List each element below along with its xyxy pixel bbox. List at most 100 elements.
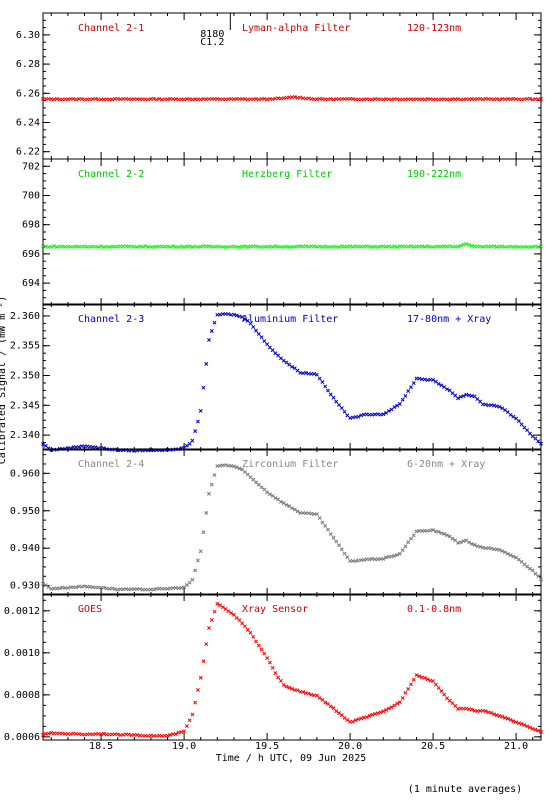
data-point	[406, 686, 411, 691]
data-point	[337, 245, 341, 249]
data-point	[409, 244, 413, 249]
data-point	[511, 719, 516, 724]
y-tick-label: 696	[22, 249, 40, 260]
data-point	[262, 487, 267, 492]
data-point	[370, 556, 375, 561]
flare-marker-class: C1.2	[200, 37, 224, 48]
panel-goes: 0.0012 0.0010 0.0008 0.0006 GOES Xray Sensor 0…	[4, 593, 543, 743]
band-label: 17-80nm + Xray	[407, 314, 491, 325]
data-point	[497, 714, 502, 718]
data-point	[536, 728, 541, 733]
series-channel-2-2	[41, 242, 543, 249]
channel-label: Channel 2-3	[78, 314, 144, 325]
data-point	[281, 358, 286, 363]
data-point	[65, 585, 70, 590]
data-point	[400, 397, 405, 402]
data-point	[54, 96, 59, 101]
data-point	[248, 630, 253, 635]
series-channel-2-3	[41, 311, 543, 453]
data-point	[381, 709, 386, 714]
data-point	[345, 555, 350, 560]
data-point	[508, 412, 513, 417]
data-point	[265, 656, 270, 661]
data-point	[527, 431, 532, 436]
data-point	[265, 342, 270, 347]
data-point	[187, 580, 192, 585]
data-point	[533, 436, 538, 441]
data-point	[187, 441, 192, 446]
data-point	[262, 96, 267, 101]
data-point	[439, 531, 444, 536]
data-point	[312, 244, 317, 249]
data-point	[439, 383, 444, 388]
data-point	[231, 612, 236, 617]
data-point	[190, 438, 195, 443]
data-point	[386, 408, 391, 413]
data-point	[251, 634, 256, 639]
data-point	[251, 325, 256, 329]
data-point	[126, 448, 131, 453]
channel-label: Channel 2-1	[78, 23, 144, 34]
y-tick-label: 2.345	[10, 400, 40, 411]
data-point	[348, 244, 353, 249]
data-point	[184, 443, 189, 448]
data-point	[500, 96, 505, 101]
data-point	[511, 554, 516, 559]
data-point	[79, 584, 84, 589]
data-point	[270, 97, 275, 102]
x-tick-label: 21.0	[504, 741, 528, 752]
data-point	[198, 675, 203, 680]
y-tick-label: 700	[22, 191, 40, 202]
data-point	[514, 720, 519, 725]
data-point	[536, 574, 541, 579]
x-tick-label: 20.5	[421, 741, 445, 752]
panel-channel-2-2: 702 700 698 696 694 Channel 2-2 Herzberg Filte…	[22, 158, 543, 306]
data-point	[71, 96, 76, 101]
data-point	[492, 97, 496, 102]
y-axis-label: Calibrated Signal / (mW m⁻²)	[0, 296, 8, 465]
data-point	[411, 677, 416, 682]
data-point	[41, 442, 45, 447]
data-point	[215, 601, 220, 606]
data-point	[309, 96, 314, 101]
data-point	[57, 586, 62, 591]
data-point	[176, 586, 181, 591]
data-point	[234, 313, 239, 318]
data-point	[384, 410, 389, 415]
data-point	[530, 568, 535, 573]
data-point	[494, 97, 499, 101]
data-point	[508, 553, 513, 558]
data-point	[148, 733, 153, 738]
data-point	[456, 244, 460, 249]
data-point	[68, 732, 73, 737]
y-tick-label: 6.28	[16, 59, 40, 70]
data-point	[356, 717, 361, 722]
data-point	[406, 540, 411, 545]
data-point	[278, 499, 283, 504]
data-point	[212, 320, 217, 325]
data-point	[331, 395, 336, 400]
data-point	[323, 384, 328, 389]
data-point	[201, 659, 206, 664]
data-point	[320, 520, 325, 525]
data-point	[400, 696, 405, 700]
data-point	[444, 533, 449, 538]
data-point	[525, 724, 530, 729]
data-point	[428, 678, 433, 683]
data-point	[237, 314, 242, 319]
data-point	[171, 244, 175, 249]
data-point	[179, 585, 184, 590]
x-axis-label: Time / h UTC, 09 Jun 2025	[216, 753, 367, 764]
data-point	[151, 587, 156, 592]
data-point	[151, 96, 156, 101]
data-point	[422, 97, 427, 102]
data-point	[436, 685, 441, 690]
data-point	[190, 712, 195, 717]
data-point	[245, 627, 250, 632]
y-tick-label: 0.0010	[4, 648, 40, 659]
data-point	[433, 682, 438, 687]
data-point	[503, 550, 507, 555]
data-point	[514, 555, 519, 560]
data-point	[444, 387, 449, 392]
data-point	[384, 555, 389, 560]
